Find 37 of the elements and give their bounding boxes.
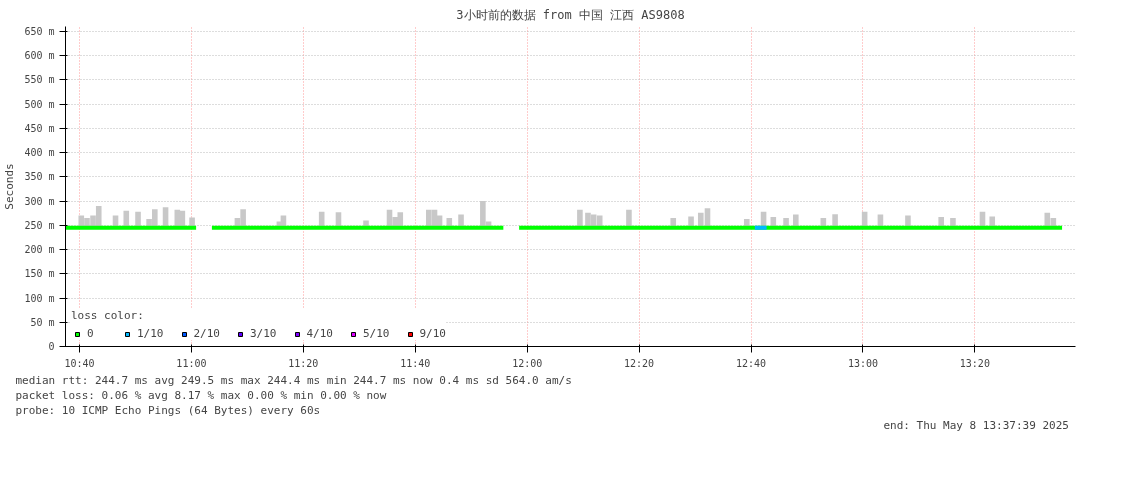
legend-label: 4/10 (306, 327, 333, 340)
text: probe: 10 ICMP Echo Pings (64 Bytes) every 60s (15, 403, 321, 417)
y-tick-label: 650 m (24, 25, 55, 37)
text: end: Thu May 8 13:37:39 2025 (883, 418, 1069, 432)
x-tick-label: 11:00 (176, 357, 207, 369)
y-tick-label: 450 m (24, 122, 55, 134)
y-tick-label: 0 (48, 341, 55, 352)
y-tick-label: 550 m (24, 74, 55, 86)
y-tick-label: 150 m (24, 268, 55, 280)
y-axis-title: Seconds (3, 163, 17, 210)
x-tick-label: 12:20 (624, 357, 655, 369)
y-tick-label: 350 m (24, 171, 55, 183)
text: median rtt: 244.7 ms avg 249.5 ms max 244.4 ms min 244.7 ms now 0.4 ms sd 564.0 am/s (15, 373, 572, 387)
x-tick-label: 12:00 (512, 357, 543, 369)
y-tick-label: 50 m (30, 316, 55, 328)
x-tick-label: 11:40 (400, 357, 431, 369)
x-tick-label: 12:40 (735, 357, 767, 369)
legend-label: 9/10 (419, 327, 446, 340)
y-tick-label: 300 m (24, 195, 55, 207)
legend-label: 2/10 (193, 327, 220, 340)
y-tick-label: 250 m (24, 219, 55, 231)
x-tick-label: 13:20 (959, 357, 990, 369)
y-tick-label: 500 m (24, 98, 55, 110)
y-tick-label: 600 m (24, 50, 55, 62)
x-tick-label: 13:00 (847, 357, 879, 369)
legend-label: 3/10 (250, 327, 277, 340)
y-tick-label: 200 m (24, 244, 55, 256)
legend-label: 0 (87, 327, 95, 340)
legend-label: 5/10 (363, 327, 390, 340)
y-tick-label: 100 m (24, 292, 55, 304)
text: packet loss: 0.06 % avg 8.17 % max 0.00 % min 0.00 % now (15, 388, 387, 402)
legend-label: 1/10 (137, 327, 164, 340)
y-tick-label: 400 m (24, 147, 55, 159)
chart-title: 3小时前的数据 from 中国 江西 AS9808 (456, 7, 685, 22)
legend-title: loss color: (71, 309, 145, 322)
x-tick-label: 11:20 (288, 357, 319, 369)
x-tick-label: 10:40 (64, 357, 95, 369)
